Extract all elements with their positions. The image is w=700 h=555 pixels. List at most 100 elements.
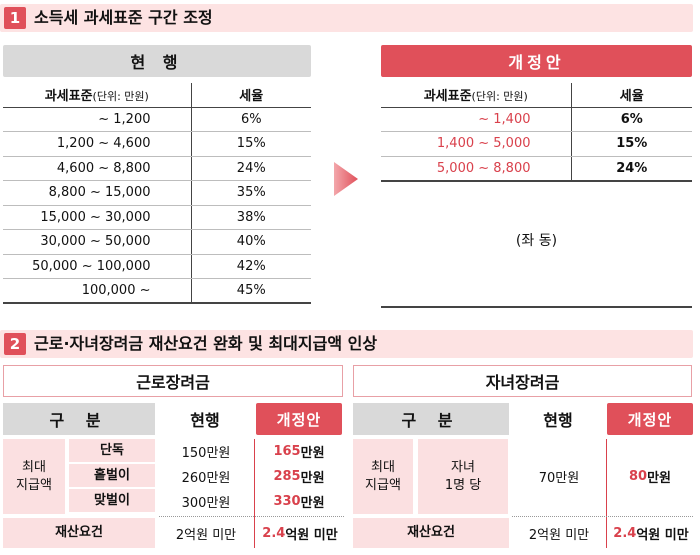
earned-current-value: 150만원 bbox=[181, 446, 231, 461]
earned-asset-label: 재산요건 bbox=[3, 518, 155, 548]
earned-col-proposal: 개정안 bbox=[256, 403, 342, 435]
tax-rate: 24% bbox=[191, 156, 311, 181]
earned-row-label: 맞벌이 bbox=[69, 489, 155, 512]
earned-asset-proposal: 2.4 억원 미만 bbox=[256, 518, 344, 548]
earned-current-value: 260만원 bbox=[181, 471, 231, 486]
earned-asset-current: 2억원 미만 bbox=[175, 527, 237, 543]
earned-row-separator bbox=[159, 516, 344, 517]
asset-prop-num: 2.4 bbox=[262, 525, 286, 541]
max-label-line2: 지급액 bbox=[16, 477, 52, 493]
current-rate-row: 30,000 ~ 50,000 40% bbox=[3, 229, 311, 255]
earned-proposal-divider bbox=[254, 439, 255, 548]
tax-rate: 35% bbox=[191, 180, 311, 206]
proposal-rate-table: 과세표준(단위: 만원) 세율 ~ 1,400 6% 1,400 ~ 5,000 15… bbox=[381, 83, 692, 182]
child-proposal-divider bbox=[606, 439, 607, 548]
child-col-current: 현행 bbox=[512, 403, 604, 435]
bracket-range: ~ 1,400 bbox=[381, 107, 572, 132]
bracket-range: 50,000 ~ 100,000 bbox=[3, 254, 192, 279]
proposal-rate-row: 1,400 ~ 5,000 15% bbox=[381, 131, 692, 157]
current-rate-row: 1,200 ~ 4,600 15% bbox=[3, 131, 311, 157]
same-as-left-note: (좌 동) bbox=[515, 233, 558, 249]
proposal-header: 개정안 bbox=[381, 45, 692, 77]
tax-rate: 15% bbox=[571, 131, 692, 157]
col-bracket-header: 과세표준(단위: 만원) bbox=[3, 83, 192, 108]
tax-rate: 6% bbox=[191, 107, 311, 132]
prop-unit: 만원 bbox=[300, 471, 325, 486]
prop-num: 285 bbox=[273, 469, 301, 484]
current-header: 현 행 bbox=[3, 45, 311, 77]
tax-rate: 24% bbox=[571, 156, 692, 182]
child-col-category: 구 분 bbox=[353, 403, 509, 435]
max-label-line1: 최대 bbox=[371, 459, 395, 475]
col-rate-header: 세율 bbox=[571, 83, 692, 108]
bracket-range: 1,200 ~ 4,600 bbox=[3, 131, 192, 157]
earned-current-value: 300만원 bbox=[181, 496, 231, 511]
row-label-line1: 자녀 bbox=[451, 459, 475, 475]
asset-prop-unit: 억원 미만 bbox=[636, 527, 689, 543]
tax-rate: 45% bbox=[191, 278, 311, 304]
section-1-title: 소득세 과세표준 구간 조정 bbox=[34, 8, 213, 27]
section-2-title: 근로·자녀장려금 재산요건 완화 및 최대지급액 인상 bbox=[34, 334, 378, 353]
child-prop-unit: 만원 bbox=[647, 471, 671, 486]
current-rate-row: 8,800 ~ 15,000 35% bbox=[3, 180, 311, 206]
asset-prop-num: 2.4 bbox=[613, 525, 637, 541]
current-rate-row: ~ 1,200 6% bbox=[3, 107, 311, 132]
earned-col-category: 구 분 bbox=[3, 403, 155, 435]
tax-rate: 38% bbox=[191, 205, 311, 230]
bracket-range: ~ 1,200 bbox=[3, 107, 192, 132]
tax-rate: 42% bbox=[191, 254, 311, 279]
col-bracket-header: 과세표준(단위: 만원) bbox=[381, 83, 572, 108]
child-row-label: 자녀 1명 당 bbox=[418, 439, 508, 514]
bracket-range: 100,000 ~ bbox=[3, 278, 192, 304]
earned-credit-title: 근로장려금 bbox=[3, 365, 343, 397]
child-asset-proposal: 2.4 억원 미만 bbox=[607, 518, 695, 548]
earned-row-label: 단독 bbox=[69, 439, 155, 462]
asset-prop-unit: 억원 미만 bbox=[285, 527, 338, 543]
current-rate-row: 50,000 ~ 100,000 42% bbox=[3, 254, 311, 279]
section-1-bar: 1 소득세 과세표준 구간 조정 bbox=[0, 4, 693, 32]
earned-proposal-value: 165 만원 bbox=[256, 439, 342, 464]
earned-col-current: 현행 bbox=[159, 403, 251, 435]
row-label-line2: 1명 당 bbox=[444, 477, 482, 493]
child-prop-num: 80 bbox=[628, 469, 648, 484]
current-rate-row: 100,000 ~45% bbox=[3, 278, 311, 304]
tax-rate: 40% bbox=[191, 229, 311, 255]
current-rate-row: 4,600 ~ 8,800 24% bbox=[3, 156, 311, 181]
earned-proposal-value: 285 만원 bbox=[256, 464, 342, 489]
bracket-range: 5,000 ~ 8,800 bbox=[381, 156, 572, 182]
current-rate-row: 15,000 ~ 30,000 38% bbox=[3, 205, 311, 230]
earned-row-label: 홑벌이 bbox=[69, 464, 155, 487]
prop-num: 165 bbox=[273, 444, 301, 459]
bracket-range: 8,800 ~ 15,000 bbox=[3, 180, 192, 206]
max-label-line2: 지급액 bbox=[365, 477, 401, 493]
col-rate-header: 세율 bbox=[191, 83, 311, 108]
child-col-proposal: 개정안 bbox=[607, 403, 693, 435]
child-asset-label: 재산요건 bbox=[353, 518, 509, 548]
earned-max-label: 최대 지급액 bbox=[3, 439, 65, 514]
section-2-bar: 2 근로·자녀장려금 재산요건 완화 및 최대지급액 인상 bbox=[0, 330, 693, 358]
arrow-right-icon bbox=[334, 162, 358, 196]
proposal-rate-row: ~ 1,400 6% bbox=[381, 107, 692, 132]
proposal-bottom-rule bbox=[381, 306, 692, 308]
bracket-range: 4,600 ~ 8,800 bbox=[3, 156, 192, 181]
proposal-rate-row: 5,000 ~ 8,800 24% bbox=[381, 156, 692, 182]
section-2-number: 2 bbox=[4, 333, 26, 355]
child-proposal-value: 80 만원 bbox=[607, 439, 693, 514]
section-1-number: 1 bbox=[4, 7, 26, 29]
max-label-line1: 최대 bbox=[22, 459, 46, 475]
child-max-label: 최대 지급액 bbox=[353, 439, 413, 514]
tax-rate: 15% bbox=[191, 131, 311, 157]
bracket-range: 15,000 ~ 30,000 bbox=[3, 205, 192, 230]
prop-unit: 만원 bbox=[300, 446, 325, 461]
bracket-range: 1,400 ~ 5,000 bbox=[381, 131, 572, 157]
child-row-separator bbox=[512, 516, 693, 517]
earned-proposal-value: 330 만원 bbox=[256, 489, 342, 514]
child-asset-current: 2억원 미만 bbox=[528, 527, 590, 543]
current-rate-table: 과세표준(단위: 만원) 세율 ~ 1,200 6% 1,200 ~ 4,600 15… bbox=[3, 83, 311, 304]
prop-num: 330 bbox=[273, 494, 301, 509]
child-credit-title: 자녀장려금 bbox=[353, 365, 692, 397]
bracket-range: 30,000 ~ 50,000 bbox=[3, 229, 192, 255]
prop-unit: 만원 bbox=[300, 496, 325, 511]
child-current-value: 70만원 bbox=[538, 471, 580, 486]
tax-rate: 6% bbox=[571, 107, 692, 132]
